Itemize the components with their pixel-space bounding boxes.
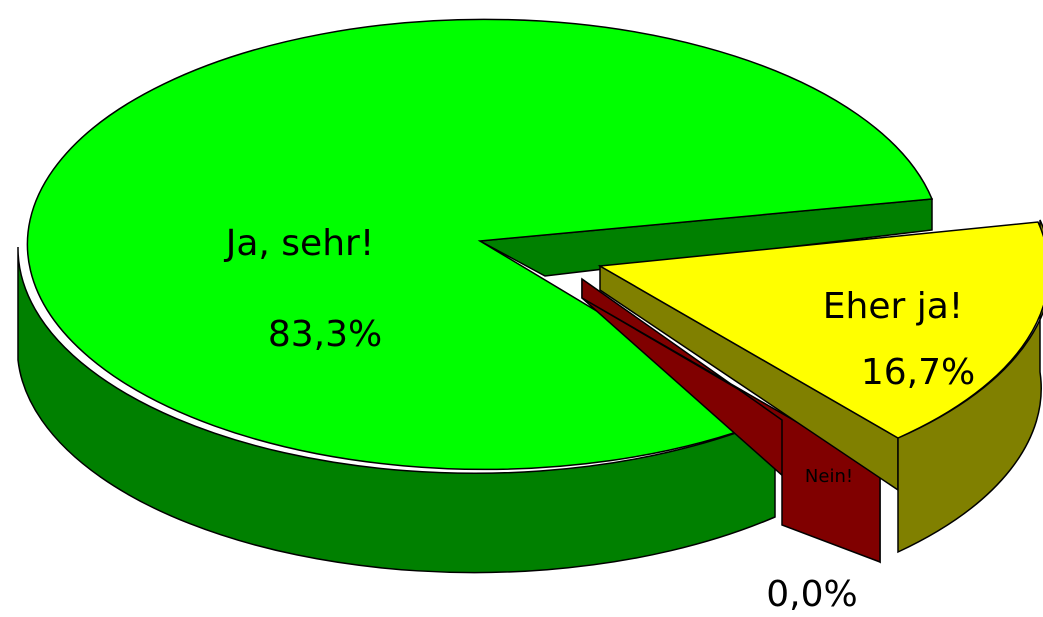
slice-eher-ja-top [597,221,1043,439]
slice-ja-sehr-top [26,18,934,471]
value-eher-ja: 16,7% [861,352,975,393]
slice-nein-panel [581,277,881,564]
label-ja-sehr: Ja, sehr! [224,223,375,264]
label-eher-ja: Eher ja! [823,286,963,327]
slice-ja-sehr [17,18,934,574]
slice-nein [581,277,881,564]
value-nein: 0,0% [766,574,857,615]
value-ja-sehr: 83,3% [268,314,382,355]
label-nein: Nein! [805,466,853,487]
slice-eher-ja [597,219,1043,554]
